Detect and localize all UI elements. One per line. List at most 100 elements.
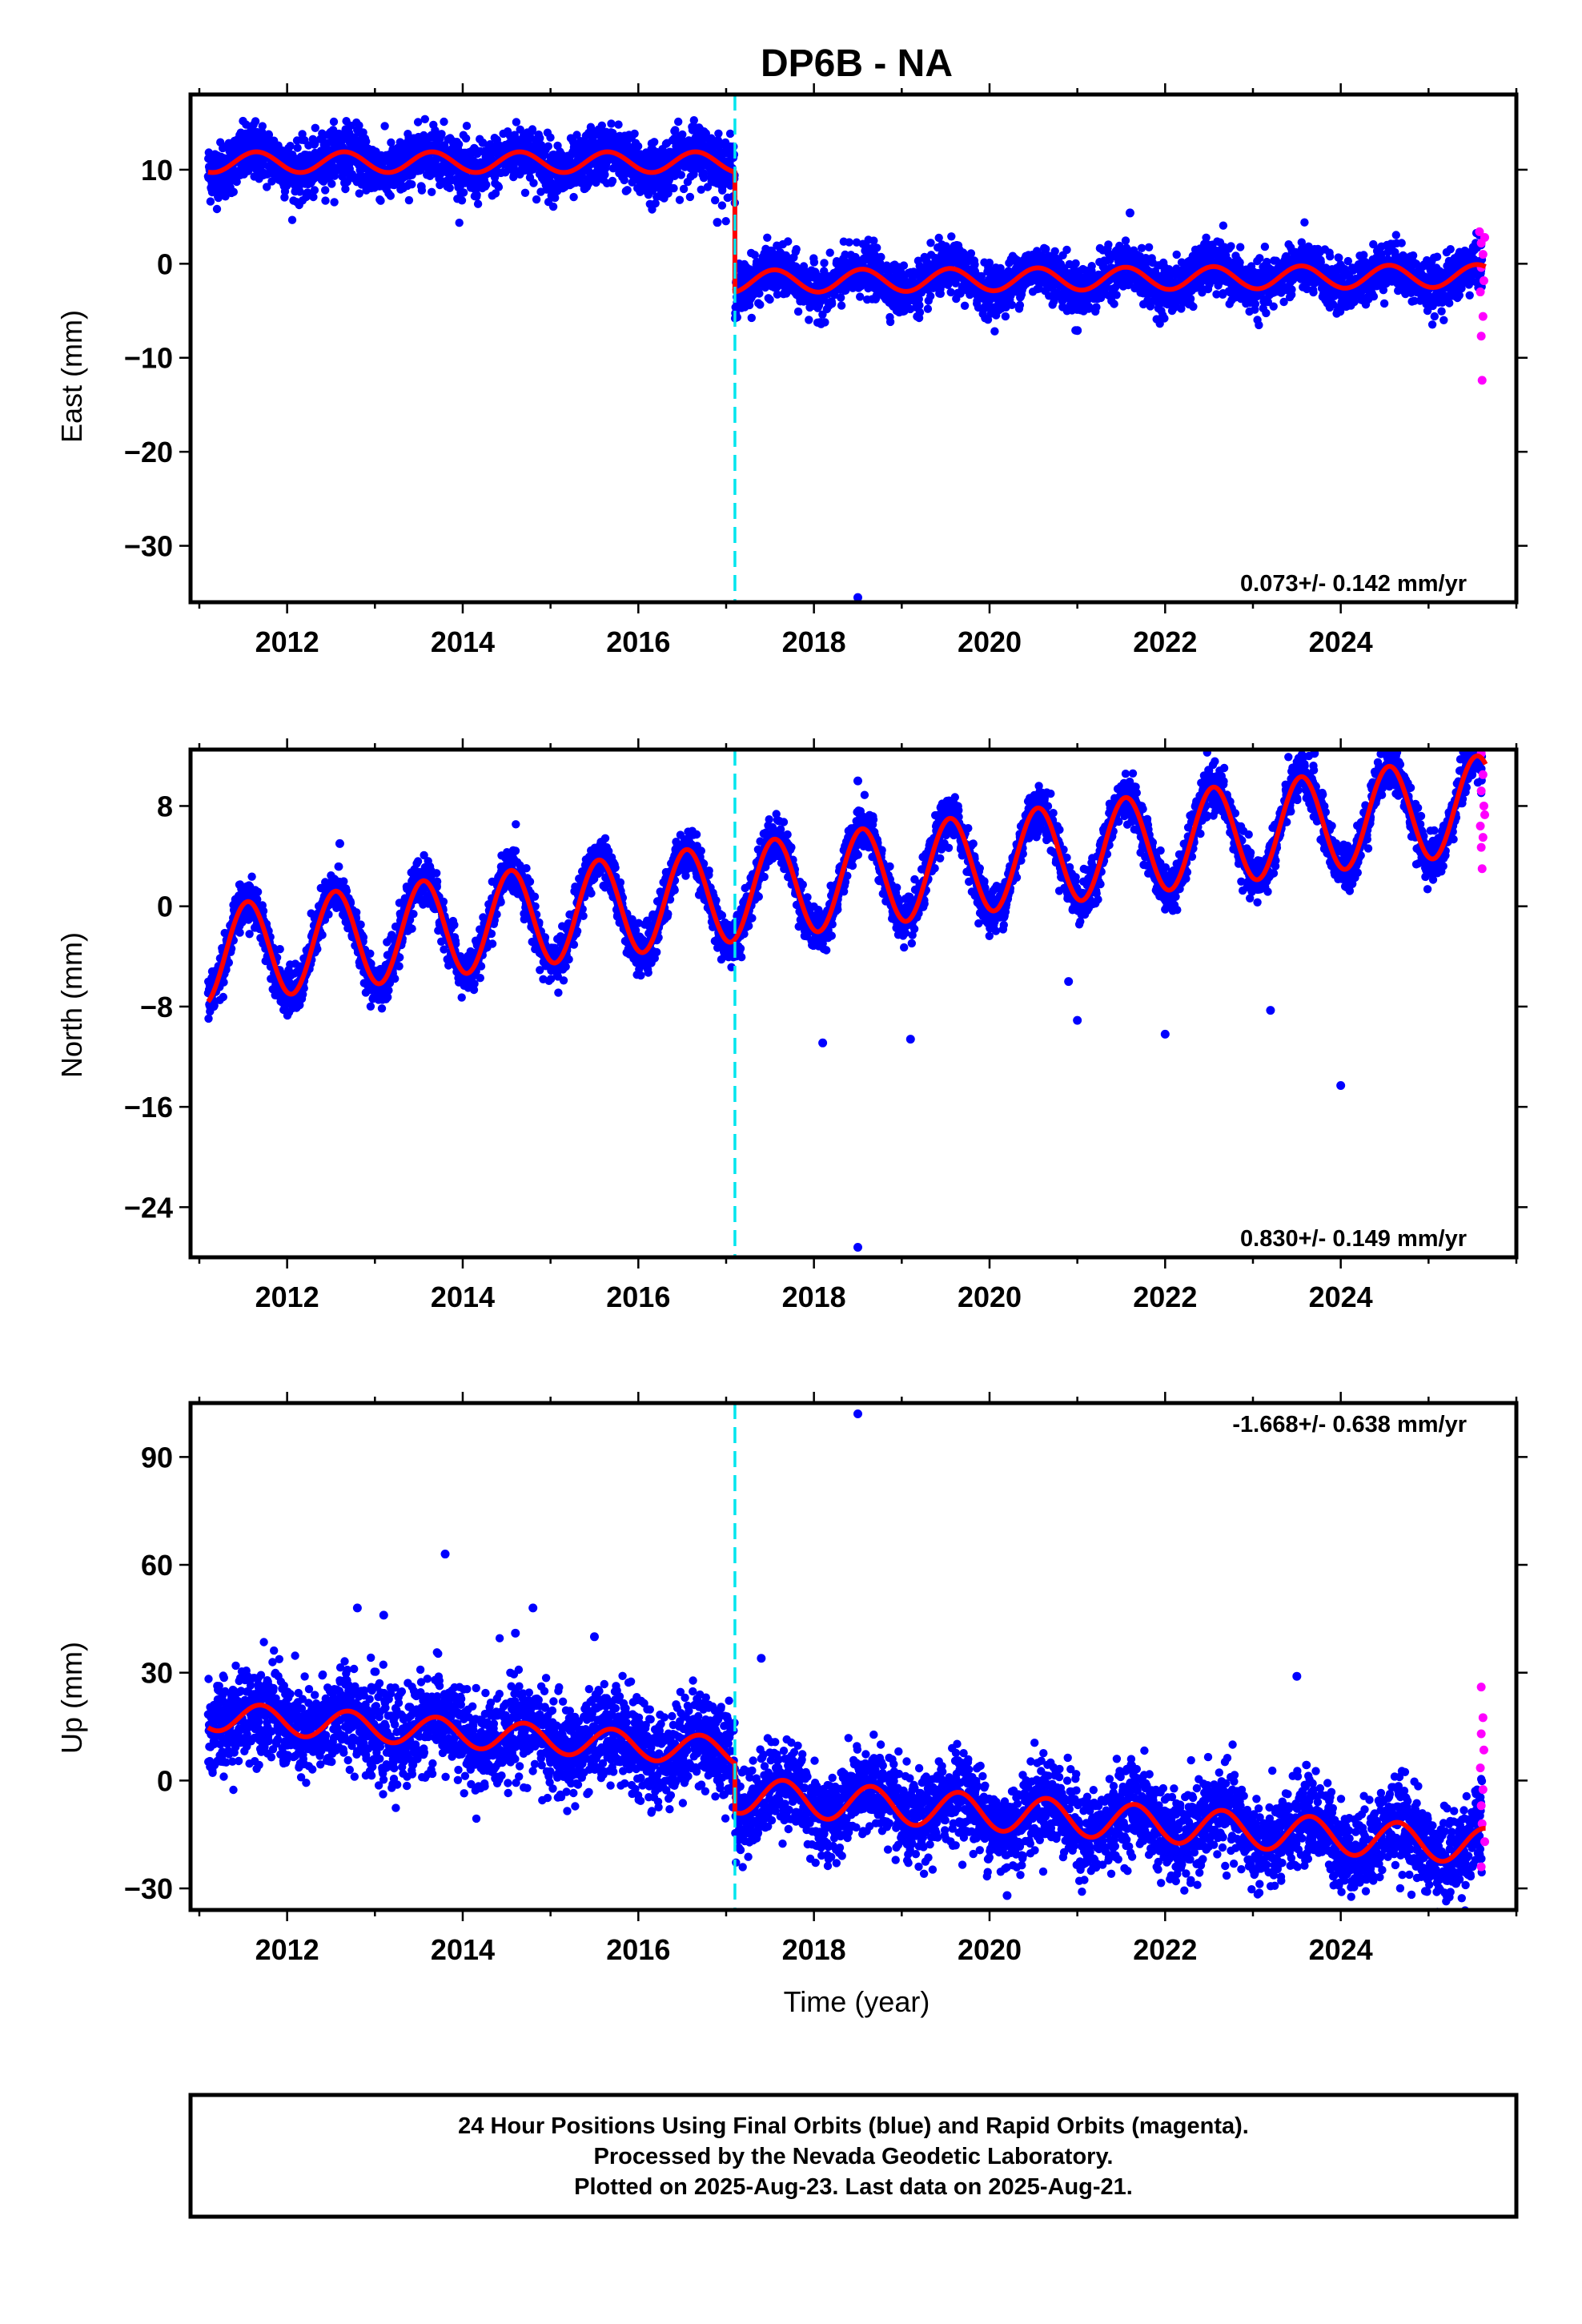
east-point [548, 202, 558, 211]
east-point [258, 122, 267, 131]
east-point [1260, 242, 1270, 251]
east-point [459, 188, 468, 197]
east-point [650, 138, 659, 147]
east-point [286, 142, 295, 151]
east-point [461, 134, 471, 143]
east-point [380, 122, 389, 131]
east-point [607, 119, 616, 128]
east-point [494, 183, 504, 191]
east-point [717, 201, 727, 210]
east-point [636, 187, 644, 196]
east-point [701, 129, 710, 138]
east-point [1391, 231, 1401, 239]
east-point [263, 183, 271, 191]
east-point [1092, 303, 1101, 312]
east-point [303, 188, 312, 197]
east-point [592, 178, 600, 187]
east-point [1326, 252, 1335, 261]
east-point [229, 187, 238, 196]
east-point [309, 192, 318, 202]
east-point [673, 163, 682, 172]
east-point [697, 185, 705, 194]
east-point [472, 191, 481, 199]
east-point [711, 195, 720, 205]
east-point [1251, 300, 1260, 308]
east-point [1087, 262, 1096, 271]
east-point [837, 293, 845, 302]
east-point [747, 313, 756, 323]
east-point [936, 289, 946, 298]
east-point [1219, 221, 1228, 230]
east-plot-area [203, 94, 1490, 602]
east-point [600, 170, 609, 179]
east-point [350, 133, 359, 142]
east-point [648, 205, 656, 214]
east-point [1287, 285, 1296, 294]
east-point [765, 295, 774, 304]
east-point [685, 192, 695, 202]
east-point [287, 215, 297, 224]
east-point [551, 193, 560, 203]
east-point [386, 191, 395, 200]
east-point [792, 245, 801, 254]
east-point [311, 123, 319, 132]
east-final-orbit-points [203, 115, 1487, 602]
east-point [689, 116, 698, 125]
east-point [330, 198, 339, 207]
east-point [947, 232, 956, 241]
east-point [1309, 287, 1318, 297]
east-point [1007, 300, 1017, 309]
east-point [689, 170, 698, 179]
east-point [546, 133, 555, 142]
east-point [355, 121, 363, 130]
east-point [293, 143, 302, 152]
east-point [321, 196, 330, 205]
east-point [877, 252, 885, 262]
east-point [529, 179, 538, 187]
east-point [251, 117, 260, 126]
east-point [440, 117, 448, 127]
east-point [763, 233, 772, 242]
east-point [845, 238, 853, 247]
east-point [926, 239, 935, 247]
east-point [520, 188, 530, 197]
east-point [417, 186, 427, 195]
east-point [805, 316, 813, 324]
east-point [362, 137, 371, 146]
east-point [1110, 300, 1118, 308]
east-point [1359, 251, 1368, 259]
east-point [310, 186, 319, 195]
east-point [714, 129, 723, 138]
east-point [532, 195, 541, 204]
east-point [885, 317, 895, 327]
east-point [678, 130, 687, 139]
east-point [721, 217, 730, 226]
east-point [990, 327, 999, 336]
east-point [329, 117, 339, 127]
east-point [572, 131, 581, 139]
east-point [793, 307, 803, 316]
east-point [1300, 218, 1309, 227]
east-point [212, 204, 222, 214]
east-point [295, 187, 304, 196]
east-point [856, 292, 865, 301]
east-point [408, 180, 416, 189]
east-point [1186, 294, 1195, 304]
east-point [630, 129, 639, 139]
east-point [264, 131, 274, 139]
east-point [960, 301, 970, 310]
east-point [608, 176, 617, 186]
east-point [1001, 312, 1010, 321]
east-point [821, 318, 829, 327]
east-point [1255, 254, 1264, 263]
east-point [1121, 236, 1130, 245]
east-point [837, 301, 846, 310]
east-point [1369, 292, 1379, 301]
east-point [915, 308, 925, 317]
east-point [536, 134, 544, 143]
east-point [387, 138, 396, 147]
east-point [1397, 239, 1406, 247]
east-point [428, 187, 436, 196]
east-point [1189, 302, 1198, 312]
east-point [454, 140, 464, 149]
